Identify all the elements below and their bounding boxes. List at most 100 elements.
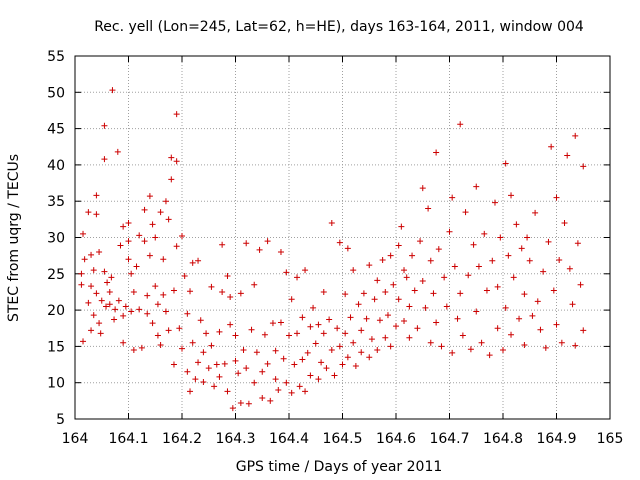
data-point — [438, 343, 445, 350]
data-point — [344, 354, 351, 361]
data-point — [494, 283, 501, 290]
data-point — [111, 316, 118, 323]
data-point — [320, 330, 327, 337]
data-point — [98, 297, 105, 304]
data-point — [414, 325, 421, 332]
data-point — [296, 383, 303, 390]
x-tick-label: 164.3 — [215, 431, 255, 447]
y-tick-label: 5 — [56, 412, 65, 428]
data-point — [229, 405, 236, 412]
data-point — [339, 361, 346, 368]
data-point — [97, 330, 104, 337]
y-tick-label: 10 — [47, 376, 65, 392]
data-point — [195, 257, 202, 264]
data-point — [130, 347, 137, 354]
data-point — [502, 304, 509, 311]
data-point — [170, 361, 177, 368]
data-point — [350, 339, 357, 346]
data-point — [462, 209, 469, 216]
data-point — [261, 331, 268, 338]
data-point — [334, 325, 341, 332]
data-point — [170, 287, 177, 294]
data-point — [473, 308, 480, 315]
y-tick-label: 15 — [47, 339, 65, 355]
data-point — [446, 228, 453, 235]
data-point — [149, 320, 156, 327]
data-point — [277, 249, 284, 256]
data-point — [173, 243, 180, 250]
x-tick-label: 164.4 — [269, 431, 309, 447]
data-point — [108, 274, 115, 281]
data-point — [130, 288, 137, 295]
data-point — [422, 304, 429, 311]
data-point — [103, 303, 110, 310]
data-point — [387, 343, 394, 350]
x-tick-label: 164 — [62, 431, 89, 447]
data-point — [435, 246, 442, 253]
data-point — [526, 257, 533, 264]
data-point — [566, 265, 573, 272]
data-point — [189, 339, 196, 346]
data-point — [256, 246, 263, 253]
x-tick-label: 164.2 — [162, 431, 202, 447]
data-point — [350, 267, 357, 274]
data-point — [141, 238, 148, 245]
data-point — [232, 357, 239, 364]
data-point — [269, 320, 276, 327]
data-point — [508, 331, 515, 338]
data-point — [168, 176, 175, 183]
data-point — [419, 278, 426, 285]
data-point — [93, 211, 100, 218]
data-point — [144, 292, 151, 299]
data-point — [336, 239, 343, 246]
data-point — [259, 368, 266, 375]
data-point — [125, 219, 132, 226]
data-point — [88, 251, 95, 258]
data-point — [393, 323, 399, 330]
data-point — [219, 241, 226, 248]
data-point — [216, 328, 223, 335]
data-point — [475, 263, 482, 270]
data-point — [483, 287, 490, 294]
data-point — [371, 296, 378, 303]
data-point — [494, 325, 501, 332]
data-point — [125, 238, 132, 245]
data-point — [283, 269, 290, 276]
data-point — [374, 277, 381, 284]
data-point — [401, 267, 408, 274]
data-point — [240, 347, 247, 354]
data-point — [149, 221, 156, 228]
data-point — [288, 389, 295, 396]
data-point — [395, 242, 402, 249]
y-tick-label: 45 — [47, 122, 65, 138]
data-point — [500, 347, 506, 354]
data-point — [192, 376, 199, 383]
data-point — [524, 234, 531, 241]
data-point — [443, 303, 450, 310]
data-point — [502, 160, 509, 167]
data-point — [280, 355, 287, 362]
data-point — [459, 332, 466, 339]
data-point — [553, 321, 560, 328]
data-point — [489, 257, 496, 264]
data-point — [200, 349, 207, 356]
data-point — [430, 290, 437, 297]
data-point — [454, 315, 461, 322]
data-point — [237, 400, 244, 407]
data-point — [481, 230, 488, 237]
data-point — [93, 290, 100, 297]
data-point — [216, 373, 223, 380]
data-point — [245, 400, 252, 407]
data-point — [457, 290, 464, 297]
data-point — [360, 290, 367, 297]
data-point — [146, 252, 153, 259]
data-point — [577, 281, 584, 288]
data-point — [315, 376, 322, 383]
data-point — [580, 163, 587, 170]
data-point — [88, 283, 95, 290]
data-point — [162, 308, 169, 315]
data-point — [128, 270, 135, 277]
data-point — [197, 317, 204, 324]
data-point — [534, 298, 541, 305]
